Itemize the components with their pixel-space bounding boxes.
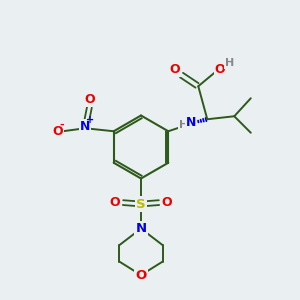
Text: O: O <box>135 268 147 282</box>
Text: H: H <box>179 120 188 130</box>
Text: O: O <box>214 63 225 76</box>
Text: N: N <box>186 116 196 129</box>
Text: N: N <box>80 120 90 133</box>
Text: H: H <box>225 58 234 68</box>
Text: N: N <box>135 222 147 235</box>
Text: O: O <box>110 196 120 209</box>
Text: O: O <box>52 125 63 138</box>
Text: -: - <box>59 120 64 130</box>
Text: O: O <box>84 93 95 106</box>
Text: S: S <box>136 197 146 211</box>
Text: O: O <box>162 196 172 209</box>
Text: +: + <box>86 115 94 125</box>
Text: O: O <box>169 63 180 76</box>
